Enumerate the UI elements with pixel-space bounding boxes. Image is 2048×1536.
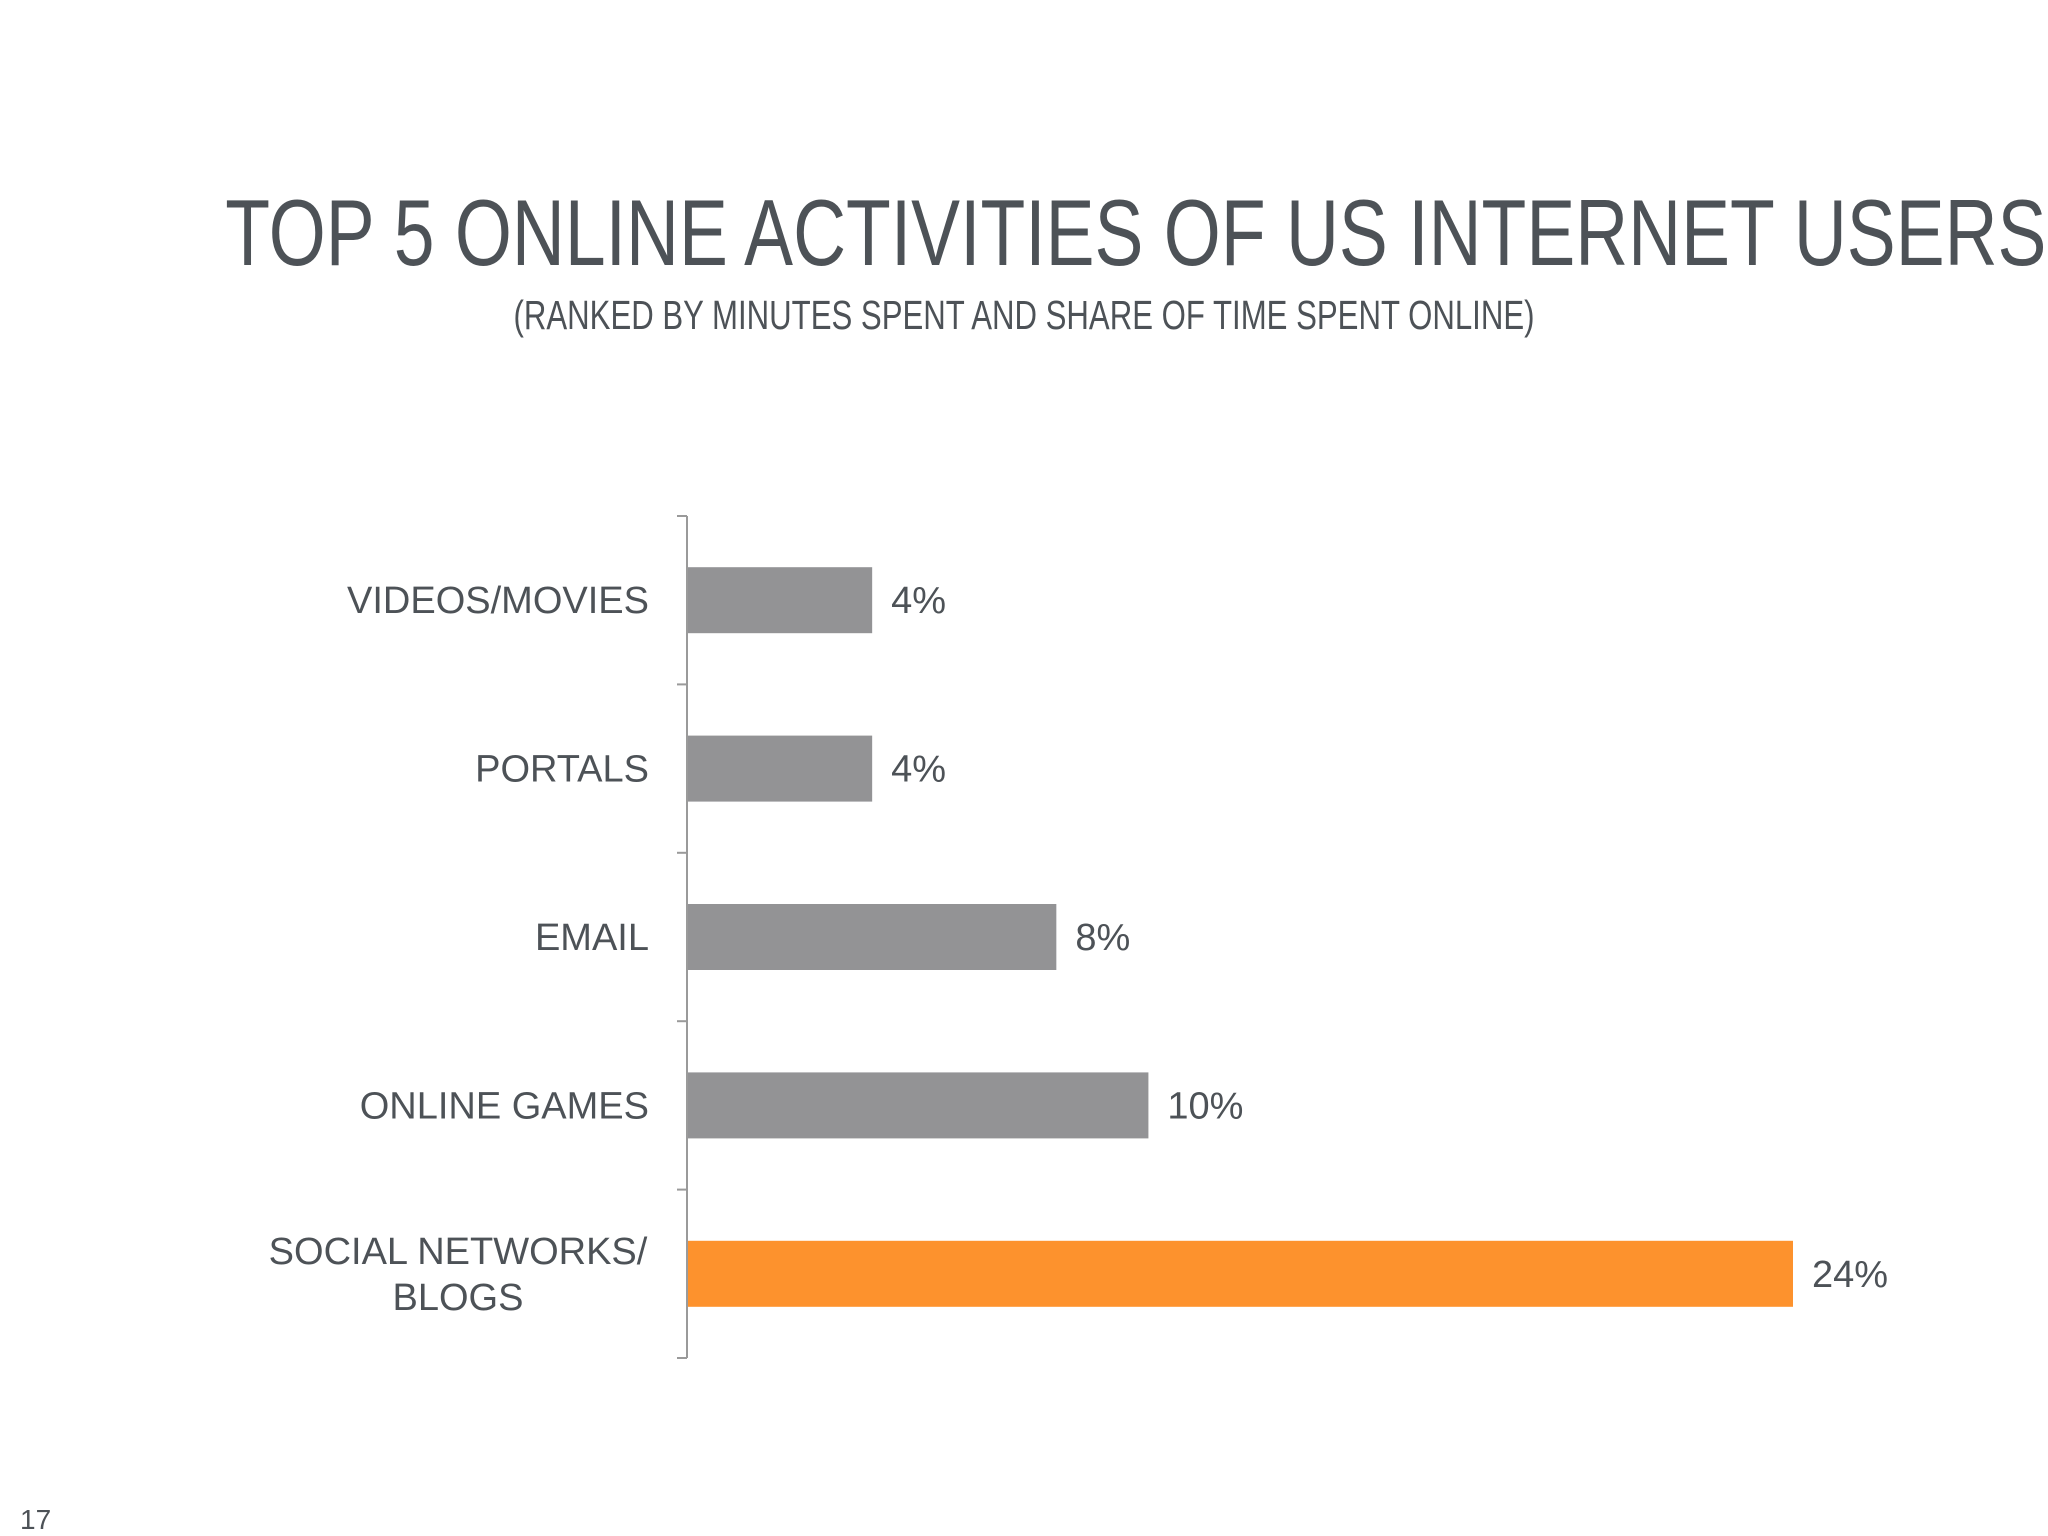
- bar-value-label: 24%: [1812, 1254, 1888, 1296]
- bar: [688, 1072, 1149, 1139]
- chart-subtitle: (RANKED BY MINUTES SPENT AND SHARE OF TI…: [513, 292, 1535, 338]
- bar: [688, 567, 873, 634]
- page-number: 17: [20, 1504, 52, 1535]
- bar: [688, 735, 873, 802]
- category-label-line: BLOGS: [393, 1277, 524, 1319]
- category-label-line: SOCIAL NETWORKS/: [269, 1231, 648, 1273]
- bar-value-label: 4%: [891, 749, 946, 791]
- bar: [688, 1240, 1793, 1307]
- bar-value-label: 8%: [1075, 917, 1130, 959]
- category-label: PORTALS: [475, 749, 649, 791]
- chart-title: TOP 5 ONLINE ACTIVITIES OF US INTERNET U…: [225, 180, 2047, 285]
- bar-value-label: 10%: [1167, 1085, 1243, 1127]
- category-label: SOCIAL NETWORKS/BLOGS: [269, 1231, 648, 1319]
- bar: [688, 904, 1057, 970]
- category-label: VIDEOS/MOVIES: [347, 580, 649, 622]
- category-label: ONLINE GAMES: [360, 1085, 649, 1127]
- bar-value-label: 4%: [891, 580, 946, 622]
- category-label: EMAIL: [535, 917, 649, 959]
